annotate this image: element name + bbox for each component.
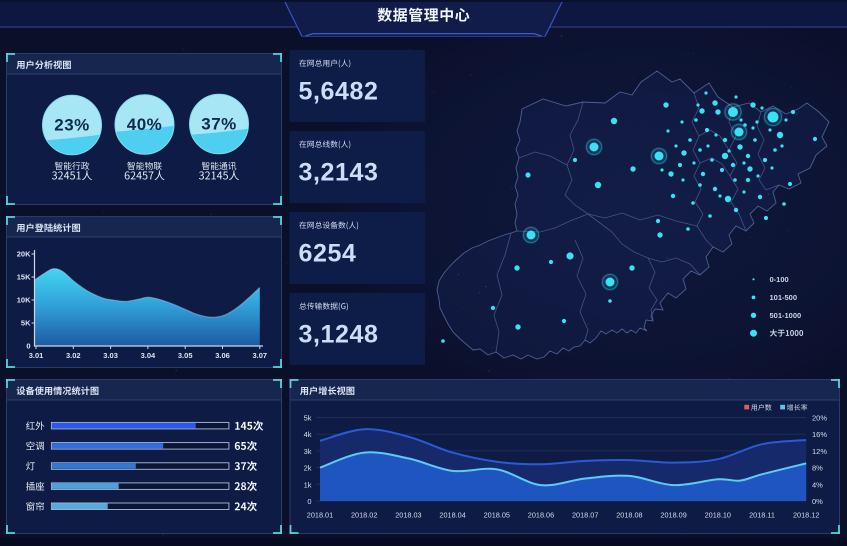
svg-text:5K: 5K [21,319,31,328]
svg-text:0: 0 [26,342,30,351]
svg-text:3.05: 3.05 [178,351,193,360]
svg-text:2018.12: 2018.12 [793,510,819,519]
svg-text:10K: 10K [17,296,31,305]
svg-text:0%: 0% [812,497,823,506]
svg-text:2018.05: 2018.05 [484,510,510,519]
svg-text:3.03: 3.03 [103,351,118,360]
svg-text:5k: 5k [304,414,312,423]
svg-text:20%: 20% [812,414,827,423]
svg-text:2k: 2k [304,464,312,473]
svg-text:12%: 12% [812,447,827,456]
svg-text:23%: 23% [54,116,90,135]
svg-text:2018.03: 2018.03 [395,510,421,519]
svg-text:101-500: 101-500 [770,293,798,302]
svg-text:15K: 15K [17,273,31,282]
svg-text:3k: 3k [304,447,312,456]
svg-text:2018.09: 2018.09 [660,510,686,519]
svg-text:4%: 4% [812,480,823,489]
svg-text:2018.06: 2018.06 [528,510,554,519]
svg-text:3,1248: 3,1248 [299,321,379,349]
svg-text:0: 0 [307,497,311,506]
svg-text:40%: 40% [127,115,163,134]
svg-text:3.06: 3.06 [215,351,230,360]
svg-text:3.02: 3.02 [66,351,81,360]
svg-text:2018.04: 2018.04 [439,510,465,519]
svg-text:16%: 16% [812,430,827,439]
svg-text:2018.10: 2018.10 [705,510,731,519]
svg-text:6254: 6254 [299,240,357,268]
svg-text:2018.01: 2018.01 [307,510,333,519]
svg-text:2018.02: 2018.02 [351,510,377,519]
svg-text:3.01: 3.01 [29,351,44,360]
svg-text:20K: 20K [17,250,31,259]
svg-text:2018.11: 2018.11 [749,510,775,519]
svg-text:2018.08: 2018.08 [616,510,642,519]
svg-text:2018.07: 2018.07 [572,510,598,519]
svg-text:3.04: 3.04 [141,351,156,360]
svg-text:1k: 1k [304,480,312,489]
svg-text:5,6482: 5,6482 [299,78,379,106]
svg-text:3.07: 3.07 [252,351,267,360]
svg-text:501-1000: 501-1000 [770,311,802,320]
svg-text:8%: 8% [812,464,823,473]
svg-text:0-100: 0-100 [770,275,789,284]
svg-text:37%: 37% [201,115,237,134]
svg-text:3,2143: 3,2143 [299,159,379,187]
svg-text:4k: 4k [304,430,312,439]
